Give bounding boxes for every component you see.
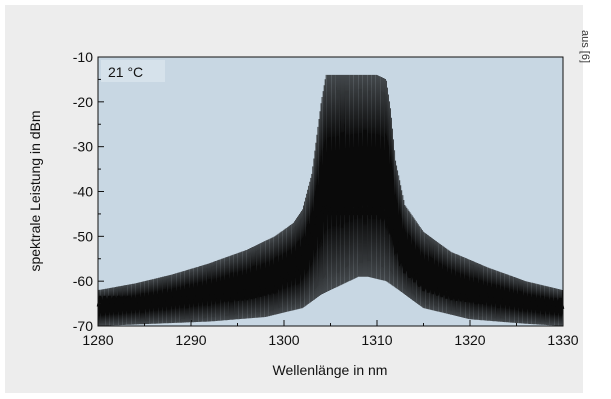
y-tick-label: -20	[73, 94, 93, 110]
x-tick-label: 1320	[454, 332, 485, 348]
x-tick-label: 1300	[268, 332, 299, 348]
x-axis-title: Wellenlänge in nm	[273, 362, 388, 378]
x-tick-label: 1330	[547, 332, 578, 348]
spectrum-trace	[96, 74, 565, 327]
y-tick-label: -50	[73, 228, 93, 244]
y-tick-label: -10	[73, 49, 93, 65]
temperature-annotation-box	[101, 60, 165, 82]
temperature-annotation: 21 °C	[108, 64, 143, 80]
source-note: aus [6]	[579, 30, 591, 64]
axes: 1280 1290 1300 1310 1320 1330 -10 -20 -30 -40 -50 -…	[73, 49, 579, 348]
y-tick-label: -40	[73, 184, 93, 200]
spectrum-chart: 1280 1290 1300 1310 1320 1330 -10 -20 -30 -40 -50 -…	[27, 49, 579, 378]
series-mean-level	[96, 203, 565, 310]
x-tick-label: 1280	[82, 332, 113, 348]
y-tick-label: -30	[73, 139, 93, 155]
y-tick-label: -60	[73, 273, 93, 289]
x-tick-label: 1310	[361, 332, 392, 348]
y-tick-label: -70	[73, 318, 93, 334]
y-axis-title: spektrale Leistung in dBm	[27, 110, 43, 271]
x-tick-label: 1290	[175, 332, 206, 348]
chart-frame: 1280 1290 1300 1310 1320 1330 -10 -20 -30 -40 -50 -…	[5, 5, 583, 393]
